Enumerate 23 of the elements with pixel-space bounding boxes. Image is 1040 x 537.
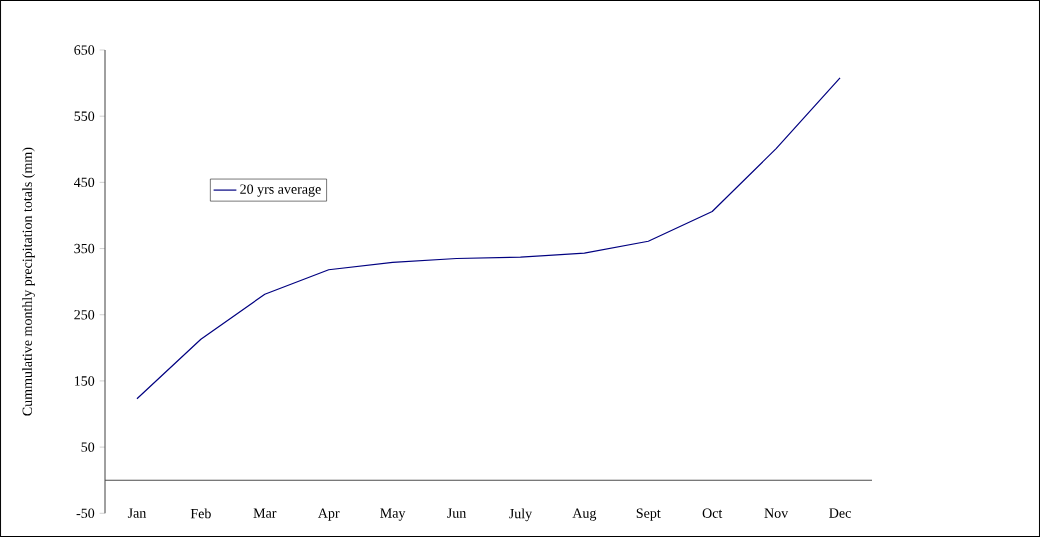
x-tick-label: Apr — [317, 508, 340, 521]
x-tick-label: Aug — [572, 508, 597, 521]
y-tick-label: -50 — [76, 508, 95, 519]
y-tick-label: 250 — [74, 310, 95, 320]
x-tick-label: Dec — [829, 508, 851, 518]
x-tick-label: May — [380, 508, 406, 521]
y-tick-label: 450 — [74, 177, 95, 188]
x-tick-label: July — [509, 508, 533, 522]
x-tick-label: Jun — [447, 508, 467, 518]
legend-label: 20 yrs average — [240, 184, 321, 197]
x-tick-label: Sept — [636, 508, 661, 521]
x-tick-label: Nov — [764, 508, 789, 518]
y-tick-label: 550 — [74, 111, 95, 121]
y-tick-label: 150 — [74, 376, 95, 386]
y-tick-label: 50 — [81, 442, 95, 452]
y-tick-label: 350 — [74, 243, 95, 254]
x-tick-label: Oct — [702, 508, 723, 518]
line-series — [136, 77, 841, 400]
x-tick-label: Mar — [253, 508, 277, 518]
x-tick-label: Feb — [190, 508, 211, 519]
y-tick-label: 650 — [74, 45, 95, 55]
y-axis-title: Cummulative monthly precipitation totals (mm) — [22, 147, 35, 416]
x-tick-label: Jan — [127, 508, 147, 518]
